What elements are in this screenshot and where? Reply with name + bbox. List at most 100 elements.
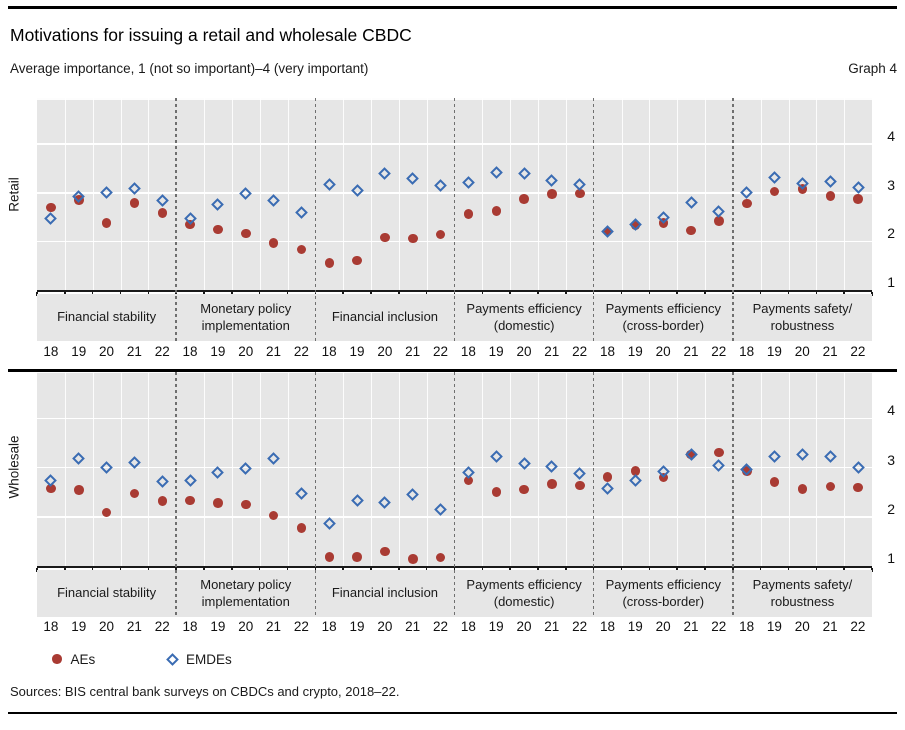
category-label: Financial stability: [57, 309, 157, 325]
y-tick-label: 2: [887, 225, 895, 242]
gridline: [92, 371, 94, 617]
data-point-aes: [129, 198, 140, 208]
gridline: [565, 371, 567, 617]
data-point-aes: [324, 258, 334, 268]
gridline: [788, 98, 790, 341]
group-separator: [592, 98, 595, 341]
data-point-aes: [575, 480, 585, 491]
data-point-aes: [853, 482, 863, 493]
gridline: [204, 371, 205, 617]
data-point-aes: [491, 206, 501, 216]
gridline: [398, 98, 400, 341]
year-tick-label: 20: [516, 344, 532, 359]
data-point-aes: [352, 255, 362, 266]
year-tick-label: 18: [739, 619, 755, 634]
year-tick-label: 19: [349, 619, 365, 634]
data-point-aes: [797, 184, 808, 194]
year-tick-label: 19: [210, 344, 226, 359]
data-point-aes: [463, 475, 474, 486]
category-label: Monetary policy implementation: [200, 577, 292, 609]
category-label: Payments efficiency (cross-border): [605, 577, 721, 609]
data-point-aes: [352, 552, 362, 562]
data-point-aes: [825, 191, 835, 201]
year-tick-label: 19: [71, 619, 87, 634]
gridline: [371, 371, 372, 617]
data-point-aes: [213, 224, 223, 235]
gridline: [426, 98, 428, 341]
gridline: [510, 371, 512, 617]
year-tick-label: 19: [627, 619, 643, 634]
year-tick-label: 19: [488, 619, 504, 634]
year-tick-label: 22: [154, 619, 170, 634]
year-tick-label: 18: [182, 344, 198, 359]
gridline: [760, 371, 762, 617]
year-tick-label: 22: [572, 344, 588, 359]
gridline: [231, 98, 233, 341]
gridline: [398, 371, 400, 617]
data-point-aes: [769, 186, 780, 197]
data-point-aes: [769, 477, 780, 487]
year-tick-label: 19: [488, 344, 504, 359]
year-tick-label: 21: [683, 344, 699, 359]
year-tick-label: 21: [405, 344, 421, 359]
gridline: [287, 98, 289, 341]
year-tick-label: 20: [655, 619, 671, 634]
data-point-aes: [129, 488, 140, 499]
data-point-aes: [797, 484, 808, 494]
year-tick-label: 18: [599, 344, 615, 359]
group-separator: [175, 371, 177, 617]
year-tick-label: 18: [43, 344, 59, 359]
data-point-aes: [714, 447, 724, 458]
axis-tick: [871, 292, 873, 296]
data-point-aes: [491, 487, 501, 497]
year-tick-label: 19: [627, 344, 643, 359]
group-separator: [592, 371, 595, 617]
year-tick-label: 21: [266, 619, 282, 634]
year-tick-label: 21: [126, 619, 142, 634]
group-separator: [175, 98, 177, 341]
data-point-aes: [435, 229, 446, 240]
chart-title: Motivations for issuing a retail and who…: [10, 25, 412, 45]
year-tick-label: 22: [711, 344, 727, 359]
data-point-aes: [268, 238, 279, 248]
year-tick-label: 21: [822, 344, 838, 359]
panel-divider-rule: [8, 369, 897, 372]
legend-label-aes: AEs: [70, 651, 96, 667]
gridline: [204, 98, 205, 341]
category-label: Payments safety/ robustness: [752, 301, 853, 333]
gridline: [148, 98, 150, 341]
gridline: [120, 371, 122, 617]
y-tick-label: 2: [887, 500, 895, 517]
data-point-aes: [547, 479, 557, 489]
data-point-aes: [157, 496, 167, 506]
data-point-aes: [519, 484, 529, 495]
year-tick-label: 20: [238, 344, 254, 359]
year-axis: 18 19 20 21 22 18 19 20 21 22 18 19 20 21 22 18 19 20 21 22…: [37, 619, 872, 634]
year-tick-label: 21: [126, 344, 142, 359]
data-point-aes: [46, 483, 56, 494]
year-tick-label: 22: [711, 619, 727, 634]
emdes-diamond-icon: [166, 652, 179, 666]
data-point-aes: [241, 228, 251, 239]
gridline: [844, 98, 846, 341]
year-tick-label: 19: [766, 619, 782, 634]
gridline: [482, 98, 484, 341]
year-tick-label: 20: [516, 619, 532, 634]
year-tick-label: 21: [544, 344, 560, 359]
year-tick-label: 20: [377, 619, 393, 634]
gridline: [565, 98, 567, 341]
year-tick-label: 22: [293, 619, 309, 634]
y-tick-label: 3: [887, 176, 895, 193]
gridline: [259, 371, 261, 617]
year-tick-label: 19: [71, 344, 87, 359]
category-label: Financial inclusion: [331, 309, 439, 325]
y-tick-label: 1: [887, 274, 895, 290]
legend-item-aes: AEs: [52, 649, 95, 669]
year-tick-label: 21: [266, 344, 282, 359]
data-point-aes: [74, 485, 84, 495]
gridline: [538, 371, 539, 617]
year-tick-label: 19: [349, 344, 365, 359]
data-point-aes: [686, 449, 696, 460]
data-point-aes: [185, 219, 195, 230]
